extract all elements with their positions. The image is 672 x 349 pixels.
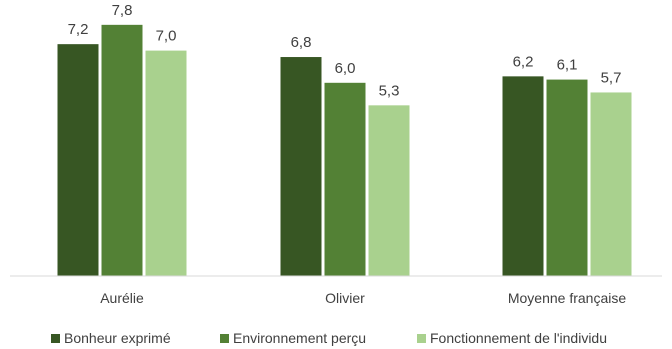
bar-2-1 [101, 24, 143, 277]
data-label: 7,8 [112, 2, 133, 19]
legend-label: Environnement perçu [233, 330, 366, 346]
bar-3-1 [145, 50, 187, 276]
category-labels-group: Aurélie Olivier Moyenne française [100, 290, 626, 306]
data-label: 6,2 [513, 53, 534, 70]
category-label: Aurélie [100, 290, 144, 306]
data-label: 7,0 [156, 28, 177, 45]
bar-2-3 [546, 79, 588, 276]
legend: Bonheur exprimé Environnement perçu Foncti… [51, 330, 607, 346]
bar-3-3 [590, 92, 632, 277]
data-label: 6,8 [291, 34, 312, 51]
legend-swatch [417, 334, 426, 343]
data-label: 7,2 [68, 21, 89, 38]
legend-swatch [51, 334, 60, 343]
category-label: Moyenne française [508, 290, 627, 306]
data-label: 6,0 [335, 60, 356, 77]
bar-3-2 [368, 105, 410, 276]
data-label: 5,7 [601, 69, 622, 86]
legend-swatch [220, 334, 229, 343]
data-label: 6,1 [557, 57, 578, 74]
data-label: 5,3 [379, 82, 400, 99]
bar-1-3 [502, 76, 544, 276]
data-labels-group: 7,2 7,8 7,0 6,8 6,0 5,3 6,2 6,1 5,7 [68, 2, 622, 99]
bars-group [57, 24, 632, 277]
category-label: Olivier [325, 290, 365, 306]
bar-1-1 [57, 44, 99, 276]
bar-1-2 [280, 57, 322, 276]
legend-label: Bonheur exprimé [64, 330, 171, 346]
bar-2-2 [324, 82, 366, 276]
legend-label: Fonctionnement de l'individu [430, 330, 607, 346]
